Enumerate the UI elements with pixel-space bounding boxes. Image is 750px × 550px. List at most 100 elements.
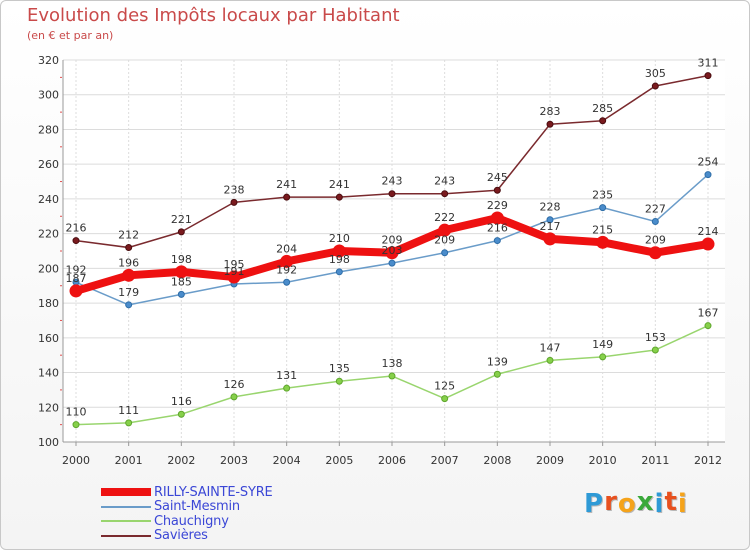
data-label: 210 <box>329 232 350 245</box>
data-point <box>125 419 133 427</box>
data-point <box>438 223 452 237</box>
y-tick-label: 320 <box>38 54 59 67</box>
data-label: 222 <box>434 211 455 224</box>
data-label: 111 <box>118 404 139 417</box>
data-point <box>546 216 554 224</box>
data-label: 217 <box>540 220 561 233</box>
legend-label: RILLY-SAINTE-SYRE <box>154 484 273 500</box>
data-point <box>335 268 343 276</box>
data-label: 228 <box>540 201 561 214</box>
data-point <box>701 237 715 251</box>
x-tick-label: 2002 <box>167 454 195 467</box>
data-point <box>599 117 607 125</box>
data-label: 192 <box>276 263 297 276</box>
data-label: 149 <box>592 338 613 351</box>
data-label: 191 <box>224 265 245 278</box>
data-point <box>599 204 607 212</box>
data-point <box>283 278 291 286</box>
x-tick-label: 2001 <box>115 454 143 467</box>
logo-letter: P <box>584 489 605 519</box>
data-label: 212 <box>118 229 139 242</box>
data-label: 125 <box>434 380 455 393</box>
logo-letter: i <box>654 489 665 519</box>
data-point <box>490 211 504 225</box>
x-tick-label: 2003 <box>220 454 248 467</box>
data-label: 147 <box>540 341 561 354</box>
data-label: 311 <box>698 57 719 70</box>
data-point <box>385 246 399 260</box>
y-tick-label: 220 <box>38 228 59 241</box>
y-tick-label: 300 <box>38 89 59 102</box>
data-label: 241 <box>329 178 350 191</box>
data-label: 126 <box>224 378 245 391</box>
data-label: 187 <box>66 272 87 285</box>
data-point <box>651 82 659 90</box>
data-label: 221 <box>171 213 192 226</box>
legend-item: RILLY-SAINTE-SYRE <box>101 485 273 500</box>
data-label: 196 <box>118 256 139 269</box>
data-point <box>599 353 607 361</box>
data-point <box>283 193 291 201</box>
data-point <box>704 322 712 330</box>
data-point <box>283 384 291 392</box>
data-point <box>651 217 659 225</box>
data-point <box>335 193 343 201</box>
data-point <box>388 372 396 380</box>
data-point <box>441 190 449 198</box>
data-label: 216 <box>66 222 87 235</box>
data-point <box>280 254 294 268</box>
data-label: 229 <box>487 199 508 212</box>
y-tick-label: 120 <box>38 401 59 414</box>
data-label: 243 <box>434 175 455 188</box>
data-point <box>72 421 80 429</box>
data-point <box>388 190 396 198</box>
y-tick-label: 280 <box>38 123 59 136</box>
data-point <box>230 198 238 206</box>
data-label: 139 <box>487 355 508 368</box>
y-tick-label: 260 <box>38 158 59 171</box>
legend-item: Chauchigny <box>101 514 273 529</box>
data-point <box>704 72 712 80</box>
data-point <box>546 120 554 128</box>
data-label: 305 <box>645 67 666 80</box>
data-point <box>125 244 133 252</box>
data-label: 209 <box>434 234 455 247</box>
legend-label: Saint-Mesmin <box>154 499 240 515</box>
data-label: 238 <box>224 183 245 196</box>
legend-item: Savières <box>101 528 273 543</box>
data-label: 227 <box>645 202 666 215</box>
data-label: 214 <box>698 225 719 238</box>
data-label: 135 <box>329 362 350 375</box>
x-tick-label: 2006 <box>378 454 406 467</box>
data-label: 216 <box>487 222 508 235</box>
data-label: 243 <box>382 175 403 188</box>
data-point <box>177 290 185 298</box>
data-label: 254 <box>698 156 719 169</box>
data-point <box>227 270 241 284</box>
y-tick-label: 240 <box>38 193 59 206</box>
data-point <box>493 237 501 245</box>
data-point <box>177 228 185 236</box>
x-tick-label: 2011 <box>641 454 669 467</box>
data-point <box>388 259 396 267</box>
data-point <box>332 244 346 258</box>
data-label: 215 <box>592 223 613 236</box>
data-label: 285 <box>592 102 613 115</box>
data-label: 195 <box>224 258 245 271</box>
logo-letter: t <box>664 487 678 517</box>
data-label: 185 <box>171 275 192 288</box>
data-point <box>704 171 712 179</box>
data-point <box>543 232 557 246</box>
data-point <box>651 346 659 354</box>
x-tick-label: 2005 <box>325 454 353 467</box>
data-label: 179 <box>118 286 139 299</box>
y-tick-label: 140 <box>38 367 59 380</box>
data-label: 192 <box>66 263 87 276</box>
chart-subtitle: (en € et par an) <box>27 29 114 42</box>
legend-swatch <box>101 534 151 537</box>
x-tick-label: 2004 <box>273 454 301 467</box>
logo-letter: r <box>604 487 618 517</box>
data-label: 235 <box>592 189 613 202</box>
